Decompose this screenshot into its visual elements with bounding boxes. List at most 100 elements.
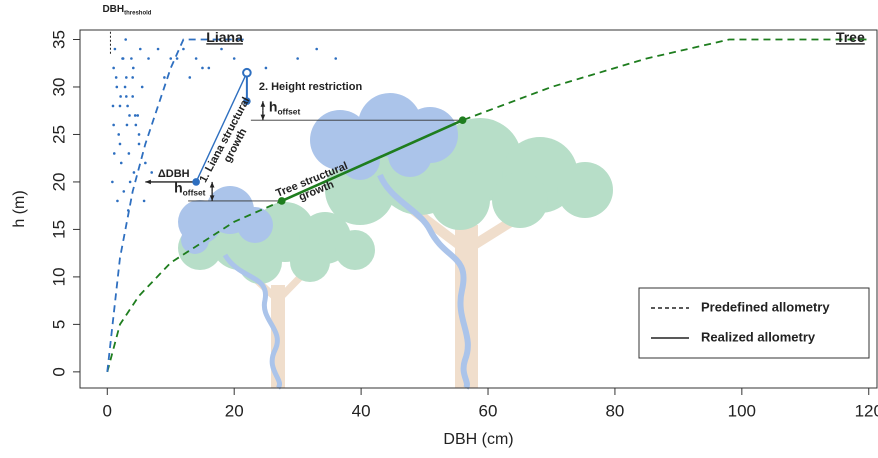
- liana-point: [138, 47, 142, 51]
- h-offset-label: hoffset: [269, 98, 301, 116]
- liana-point: [137, 142, 141, 146]
- liana-point: [144, 161, 147, 165]
- liana-point: [169, 57, 173, 60]
- x-tick-label: 0: [103, 401, 112, 420]
- y-tick-label: 0: [49, 367, 68, 376]
- liana-point: [182, 47, 185, 51]
- y-tick-label: 15: [49, 220, 68, 239]
- liana-point: [125, 95, 128, 98]
- x-tick-label: 20: [225, 401, 244, 420]
- liana-point: [134, 123, 138, 127]
- liana-point: [188, 76, 192, 79]
- line: [106, 38, 247, 372]
- liana-point: [122, 190, 126, 193]
- liana-point: [140, 85, 144, 89]
- line: [195, 72, 248, 183]
- liana-point: [112, 123, 115, 127]
- label-sub: threshold: [124, 10, 152, 16]
- liana-point: [142, 199, 146, 203]
- liana-point: [118, 142, 122, 146]
- growth-point: [458, 116, 467, 125]
- label-main: h: [269, 98, 278, 114]
- x-tick-label: 60: [479, 401, 498, 420]
- liana-point: [147, 57, 150, 60]
- x-tick-label: 40: [352, 401, 371, 420]
- y-tick-label: 10: [49, 267, 68, 286]
- legend-label: Predefined allometry: [701, 299, 830, 314]
- offset-arrow-head: [209, 181, 215, 188]
- liana-point: [133, 114, 137, 117]
- liana-point: [127, 152, 131, 155]
- label-sub: offset: [277, 107, 300, 117]
- threshold-label: DBHthreshold: [102, 4, 151, 16]
- liana-point: [128, 114, 131, 117]
- liana-point: [131, 95, 134, 98]
- y-tick-label: 20: [49, 172, 68, 191]
- liana-point: [112, 152, 116, 155]
- growth-point: [277, 197, 286, 205]
- liana-point: [163, 76, 166, 79]
- y-tick-label: 5: [49, 320, 68, 329]
- liana-point: [125, 123, 129, 127]
- delta-dbh-label: ΔDBH: [158, 168, 190, 180]
- y-tick-label: 30: [49, 78, 68, 97]
- offset-arrow-head: [209, 195, 215, 201]
- liana-crown: [178, 186, 273, 254]
- liana-point: [126, 209, 130, 212]
- liana-point: [115, 85, 119, 89]
- plot-frame: [79, 29, 878, 389]
- x-tick-label: 100: [728, 401, 756, 420]
- delta-dbh-arrow-head: [145, 179, 151, 185]
- label-main: h: [174, 179, 183, 195]
- liana-point: [175, 57, 179, 60]
- liana-point: [125, 76, 128, 79]
- liana-point: [114, 76, 118, 79]
- liana-point: [315, 47, 318, 51]
- liana-stem: [377, 173, 471, 390]
- legend-box: [638, 287, 870, 359]
- line: [281, 119, 464, 203]
- liana-point: [119, 161, 123, 165]
- liana-point: [126, 104, 129, 108]
- liana-point: [130, 57, 133, 60]
- h-offset-label: hoffset: [174, 179, 206, 197]
- restriction-label: 2. Height restriction: [259, 81, 363, 93]
- liana-point: [111, 104, 115, 108]
- x-axis-label: DBH (cm): [443, 431, 513, 448]
- growth-point: [192, 178, 200, 186]
- liana-point: [232, 57, 236, 60]
- liana-point: [123, 85, 127, 89]
- liana-point: [118, 104, 122, 108]
- liana-point: [156, 47, 160, 51]
- offset-arrow-head: [260, 114, 266, 121]
- liana-stem: [222, 253, 282, 390]
- x-tick-label: 80: [605, 401, 624, 420]
- series-label: Liana: [206, 29, 243, 45]
- liana-point: [201, 66, 204, 70]
- label-main: DBH: [102, 4, 124, 15]
- liana-point: [132, 66, 135, 70]
- liana-point: [334, 57, 338, 60]
- liana-point: [113, 47, 117, 51]
- legend-label: Realized allometry: [701, 329, 816, 344]
- liana-crown: [310, 93, 458, 180]
- label-sub: offset: [183, 188, 206, 198]
- liana-point: [131, 76, 134, 79]
- y-tick-label: 35: [49, 30, 68, 49]
- y-tick-label: 25: [49, 125, 68, 144]
- liana-point: [112, 66, 115, 70]
- liana-point: [137, 133, 141, 136]
- y-axis-label: h (m): [11, 190, 28, 227]
- liana-point: [264, 66, 268, 70]
- series-label: Tree: [836, 29, 865, 45]
- liana-point: [296, 57, 299, 60]
- restriction-end: [243, 97, 251, 106]
- liana-point: [121, 57, 124, 60]
- liana-point: [150, 171, 154, 174]
- liana-point: [207, 66, 211, 70]
- liana-point: [194, 57, 198, 60]
- liana-point: [220, 47, 223, 51]
- x-tick-label: 120: [855, 401, 878, 420]
- illustration: [178, 93, 613, 390]
